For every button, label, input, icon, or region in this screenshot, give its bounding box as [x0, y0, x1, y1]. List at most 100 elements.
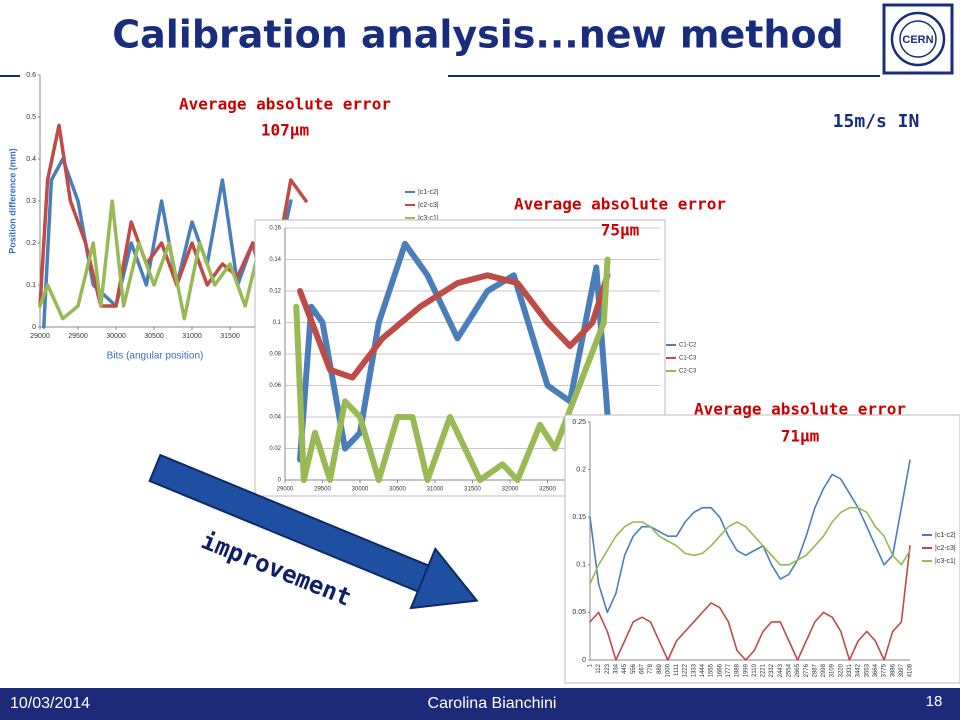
- series-line: [42, 157, 293, 329]
- footer-date: 10/03/2014: [10, 695, 90, 712]
- x-tick-label: 4108: [908, 663, 914, 677]
- series-line: [589, 459, 911, 614]
- x-tick-label: 3331: [847, 663, 853, 677]
- annotation: Average absolute error: [694, 400, 906, 419]
- x-tick-label: 29000: [30, 333, 50, 340]
- x-tick-label: 889: [657, 663, 663, 674]
- improvement-arrow: [148, 453, 479, 610]
- y-tick-label: 0.12: [269, 289, 281, 295]
- arrow-head: [409, 546, 479, 610]
- x-tick-label: 1111: [674, 663, 680, 676]
- legend-label: |c2-c3|: [935, 545, 956, 552]
- x-tick-label: 2998: [821, 663, 827, 677]
- x-tick-label: 30500: [144, 333, 164, 340]
- series-line: [38, 123, 308, 308]
- annotation: 71μm: [781, 427, 820, 446]
- footer-author: Carolina Bianchini: [428, 695, 557, 712]
- legend-label: C1-C3: [679, 356, 697, 362]
- y-tick-label: 0.06: [269, 383, 281, 389]
- x-tick-label: 2887: [812, 663, 818, 677]
- legend-label: |c3-c1|: [418, 215, 439, 222]
- y-tick-label: 0.1: [576, 562, 586, 569]
- x-tick-label: 1444: [700, 663, 706, 677]
- y-tick-label: 0.4: [26, 156, 36, 163]
- series-line: [589, 506, 911, 585]
- x-tick-label: 32000: [502, 487, 519, 493]
- annotation: 107μm: [261, 121, 310, 140]
- annotation: Average absolute error: [514, 195, 726, 214]
- annotation: 75μm: [601, 221, 640, 240]
- y-tick-label: 0: [32, 324, 36, 331]
- x-tick-label: 1666: [717, 663, 723, 677]
- x-tick-label: 29000: [277, 487, 294, 493]
- logo-ring: [890, 11, 946, 67]
- charts: 0 0.1 0.2 0.3 0.4 0.5 0.6 29000 29500 30000 30500 3…: [7, 68, 960, 684]
- y-tick-label: 0.2: [576, 466, 586, 473]
- y-tick-label: 0.3: [26, 198, 36, 205]
- series-line: [589, 545, 911, 661]
- y-tick-label: 0.02: [269, 446, 281, 452]
- legend-label: |c3-c1|: [935, 558, 956, 565]
- y-tick-label: 0.04: [269, 415, 281, 421]
- x-tick-label: 31000: [182, 333, 202, 340]
- y-tick-label: 0.14: [269, 257, 281, 263]
- y-tick-label: 0.08: [269, 352, 281, 358]
- x-tick-label: 3664: [873, 663, 879, 677]
- y-tick-label: 0.1: [273, 320, 282, 326]
- x-tick-label: 2221: [761, 663, 767, 677]
- legend-label: |c1-c2|: [935, 532, 956, 539]
- x-tick-label: 1888: [735, 663, 741, 677]
- x-tick-label: 2665: [795, 663, 801, 677]
- x-tick-label: 3220: [838, 663, 844, 677]
- x-tick-label: 3886: [890, 663, 896, 677]
- legend-label: |c2-c3|: [418, 202, 439, 209]
- x-tick-label: 2776: [804, 663, 810, 677]
- x-tick-label: 1999: [743, 663, 749, 677]
- y-tick-label: 0.05: [572, 609, 586, 616]
- x-tick-label: 30000: [106, 333, 126, 340]
- slide-title: Calibration analysis...new method: [112, 13, 844, 57]
- legend-label: C2-C3: [679, 369, 697, 375]
- y-tick-label: 0.5: [26, 114, 36, 121]
- logo-ring: [899, 20, 937, 58]
- x-tick-label: 29500: [314, 487, 331, 493]
- x-tick-label: 32500: [539, 487, 556, 493]
- x-tick-label: 2110: [752, 663, 758, 677]
- logo-frame: [882, 3, 954, 75]
- x-tick-label: 667: [639, 663, 645, 674]
- x-tick-label: 3553: [864, 663, 870, 677]
- y-tick-label: 0.6: [26, 72, 36, 79]
- x-tick-label: 30500: [389, 487, 406, 493]
- x-tick-label: 112: [596, 663, 602, 673]
- cern-logo: CERN: [882, 3, 954, 75]
- x-tick-label: 778: [648, 663, 654, 674]
- x-tick-label: 31500: [464, 487, 481, 493]
- logo-text: CERN: [902, 34, 933, 46]
- chart: 0 0.05 0.1 0.15 0.2 0.25 1 112 223 334 445 556 667 77…: [564, 414, 960, 684]
- x-tick-label: 556: [631, 663, 637, 674]
- y-tick-label: 0: [278, 478, 282, 484]
- x-tick-label: 3775: [882, 663, 888, 677]
- series-line: [38, 199, 293, 321]
- x-tick-label: 1333: [691, 663, 697, 677]
- y-tick-label: 0.16: [269, 226, 281, 232]
- x-tick-label: 31000: [427, 487, 444, 493]
- x-tick-label: 30000: [352, 487, 369, 493]
- x-tick-label: 445: [622, 663, 628, 674]
- annotation: 15m/s IN: [833, 111, 920, 132]
- series-line: [293, 256, 611, 483]
- page-number: 18: [926, 693, 943, 710]
- x-axis-label: Bits (angular position): [107, 351, 204, 362]
- y-tick-label: 0: [582, 657, 586, 664]
- x-tick-label: 1000: [665, 663, 671, 677]
- x-tick-label: 3442: [856, 663, 862, 677]
- y-tick-label: 0.25: [572, 419, 586, 426]
- x-tick-label: 29500: [68, 333, 88, 340]
- x-tick-label: 334: [614, 663, 620, 674]
- x-tick-label: 3997: [899, 663, 905, 677]
- legend-label: |c1-c2|: [418, 189, 439, 196]
- annotation: Average absolute error: [179, 95, 391, 114]
- x-tick-label: 223: [605, 663, 611, 674]
- x-tick-label: 2332: [769, 663, 775, 677]
